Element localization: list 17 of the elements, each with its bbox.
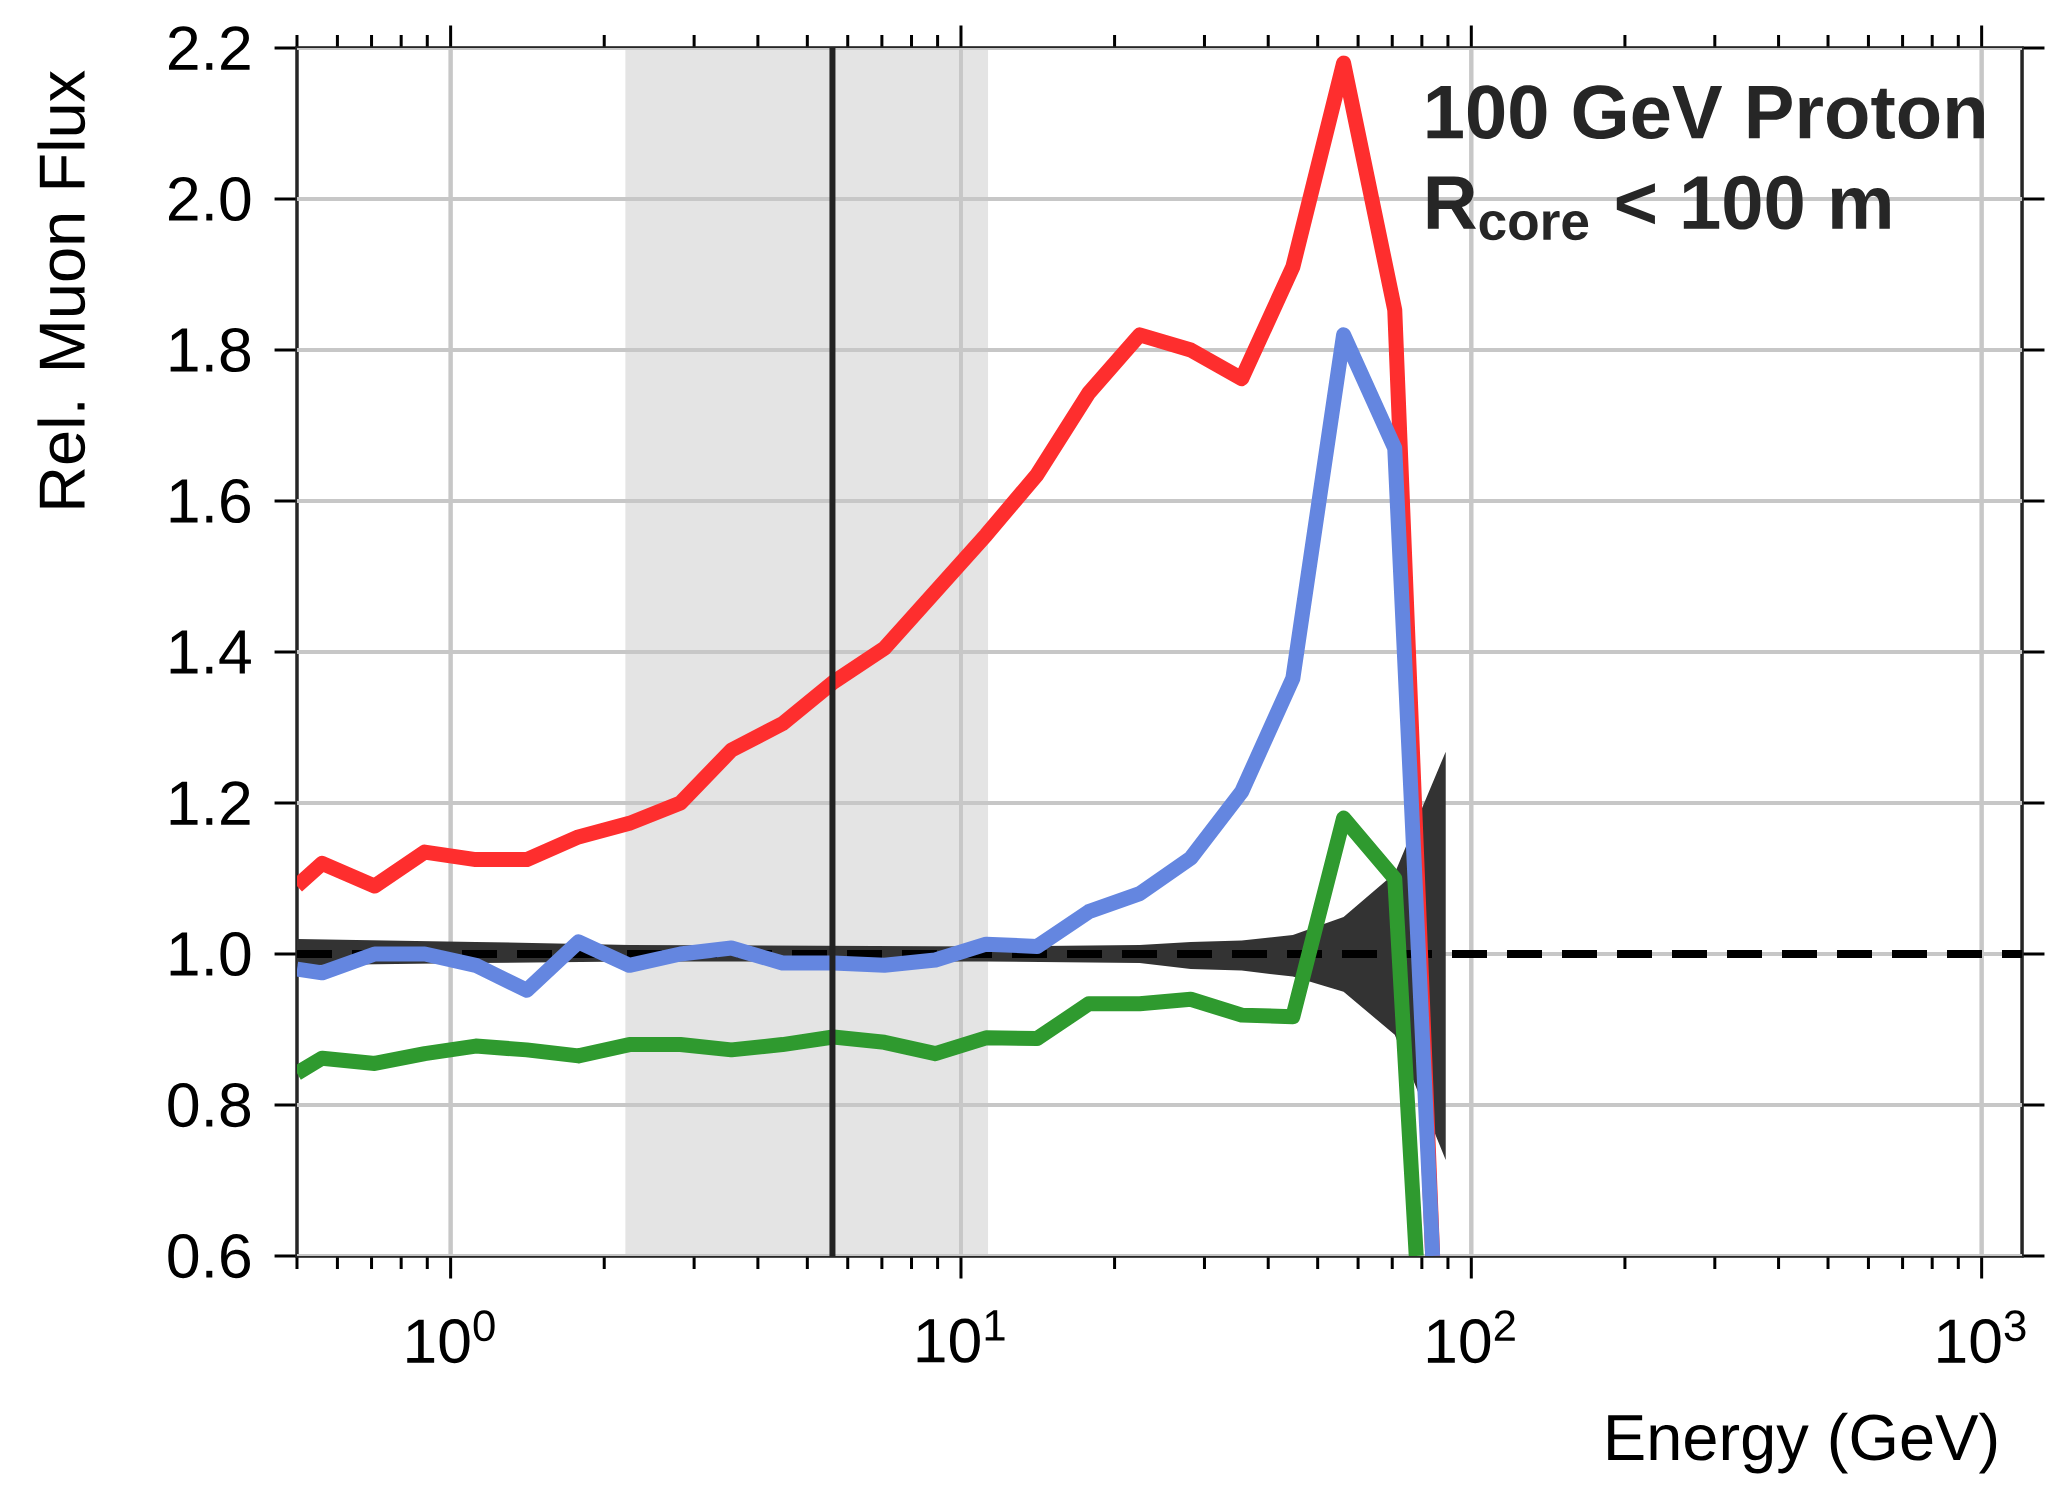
y-axis-title: Rel. Muon Flux [37, 70, 86, 508]
x-tick-label: 10$^{1}$ [917, 1310, 1005, 1363]
y-tick-label: 2.2 [168, 26, 250, 70]
y-tick-label: 0.8 [168, 1082, 251, 1128]
y-tick-label: 2.0 [168, 176, 251, 222]
y-tick-label: 1.4 [170, 630, 251, 674]
y-tick-label: 1.8 [170, 327, 251, 373]
annotation: 100 GeV Proton [1427, 85, 1984, 139]
y-tick-label: 1.0 [170, 931, 251, 977]
x-tick-label: 10$^{2}$ [1427, 1310, 1515, 1364]
x-tick-label: 10$^{3}$ [1938, 1310, 2026, 1364]
x-axis-title: Energy (GeV) [1608, 1412, 1997, 1474]
x-tick-label: 10$^{0}$ [407, 1310, 495, 1364]
annotation: R$_{core}$ < 100 m [1427, 175, 1890, 241]
y-tick-label: 1.6 [170, 478, 250, 524]
y-tick-label: 0.6 [168, 1233, 250, 1279]
y-tick-label: 1.2 [170, 781, 250, 825]
